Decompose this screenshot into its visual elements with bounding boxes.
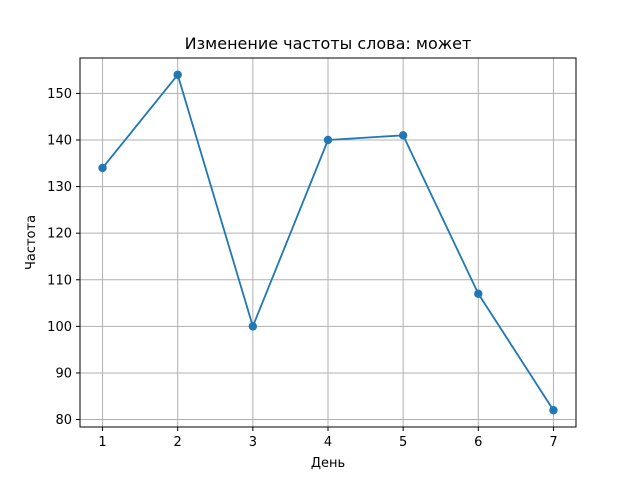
data-point [474,289,483,298]
y-tick-label: 100 [47,320,72,335]
data-point [248,322,258,331]
data-point [398,131,408,140]
data-point [323,135,333,145]
y-tick-label: 120 [47,227,72,242]
chart-title: Изменение частоты слова: может [185,34,472,53]
data-point [98,163,107,173]
x-tick-label: 1 [98,435,106,450]
y-tick-label: 80 [55,413,72,428]
x-tick-label: 2 [174,435,182,450]
x-tick-label: 6 [474,435,482,450]
y-tick-label: 110 [47,273,72,288]
grid [80,58,576,427]
data-point [173,70,182,79]
y-tick-label: 90 [55,366,72,381]
series-layer [98,70,558,415]
y-tick-label: 130 [47,180,72,195]
x-axis-label: День [311,456,345,471]
x-tick-label: 5 [399,435,407,450]
ticks: 1 2 3 4 5 6 7 80 90 100 110 120 130 140 150 [47,87,557,450]
data-point [549,406,558,415]
y-tick-label: 140 [47,134,72,149]
x-tick-label: 4 [324,435,332,450]
y-axis-label: Частота [24,215,39,270]
x-tick-label: 7 [549,435,557,450]
y-tick-label: 150 [47,87,72,102]
x-tick-label: 3 [249,435,257,450]
